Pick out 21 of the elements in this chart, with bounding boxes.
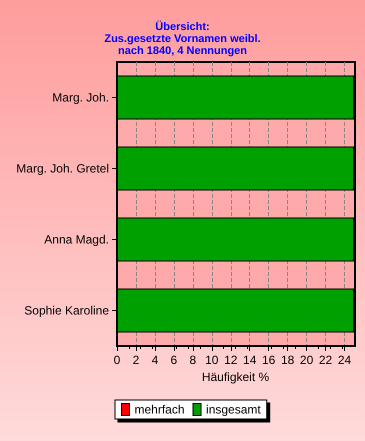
x-axis-title: Häufigkeit %	[202, 370, 270, 384]
x-tick-label: 18	[280, 353, 295, 367]
x-tick-label: 20	[300, 353, 314, 367]
x-tick-label: 16	[262, 353, 276, 367]
x-tick-label: 2	[132, 353, 140, 367]
x-tick-label: 4	[152, 353, 159, 367]
x-tick-label: 14	[243, 353, 257, 367]
x-tick-label: 0	[114, 353, 121, 367]
x-tick-label: 6	[170, 353, 178, 367]
legend-label: insgesamt	[206, 402, 262, 416]
x-tick-label: 12	[224, 353, 238, 367]
y-tick-label: Anna Magd.	[44, 232, 109, 246]
y-tick-label: Marg. Joh. Gretel	[16, 162, 109, 176]
x-tick-label: 24	[338, 353, 352, 367]
x-tick-label: 10	[205, 353, 219, 367]
y-tick-label: Sophie Karoline	[24, 304, 110, 318]
legend-label: mehrfach	[134, 402, 185, 416]
x-tick-label: 8	[189, 353, 196, 367]
chart-title: Übersicht: Zus.gesetzte Vornamen weibl. nach 1840, 4 Nennungen	[104, 20, 261, 57]
y-tick-label: Marg. Joh.	[52, 90, 109, 104]
x-tick-label: 22	[318, 353, 333, 367]
